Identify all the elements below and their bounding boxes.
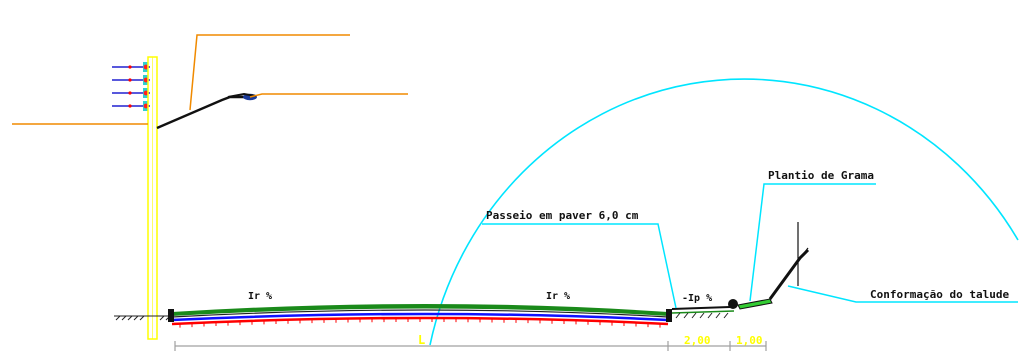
- grass-width-label: 1,00: [736, 334, 763, 347]
- slope-right-label: Ir %: [546, 291, 570, 302]
- curb-left: [168, 309, 174, 322]
- slope-sidewalk-label: -Ip %: [682, 293, 712, 304]
- grass-strip: [737, 298, 773, 310]
- subgrade-ticks: [179, 318, 661, 328]
- lane-width-label: L: [418, 333, 425, 347]
- sidewalk-paver: [671, 306, 735, 319]
- dimension-line: [174, 341, 767, 351]
- cyan-leaders: [482, 183, 1018, 309]
- ground-left: [114, 315, 172, 321]
- sidewalk-width-label: 2,00: [684, 334, 711, 347]
- power-wires: [112, 62, 150, 111]
- talude-label: Conformação do talude: [870, 288, 1009, 301]
- slope-left-label: Ir %: [248, 291, 272, 302]
- base-layer-blue: [171, 312, 669, 322]
- sidewalk-curb: [728, 299, 738, 309]
- coverage-arc: [429, 78, 1019, 346]
- base-layer-red: [171, 316, 669, 326]
- curb-right: [666, 309, 672, 322]
- lamp-arm: [156, 95, 250, 130]
- asphalt-layer: [172, 304, 668, 316]
- passeio-label: Passeio em paver 6,0 cm: [486, 209, 639, 222]
- grama-label: Plantio de Grama: [768, 169, 874, 182]
- orange-leaders: [12, 34, 408, 125]
